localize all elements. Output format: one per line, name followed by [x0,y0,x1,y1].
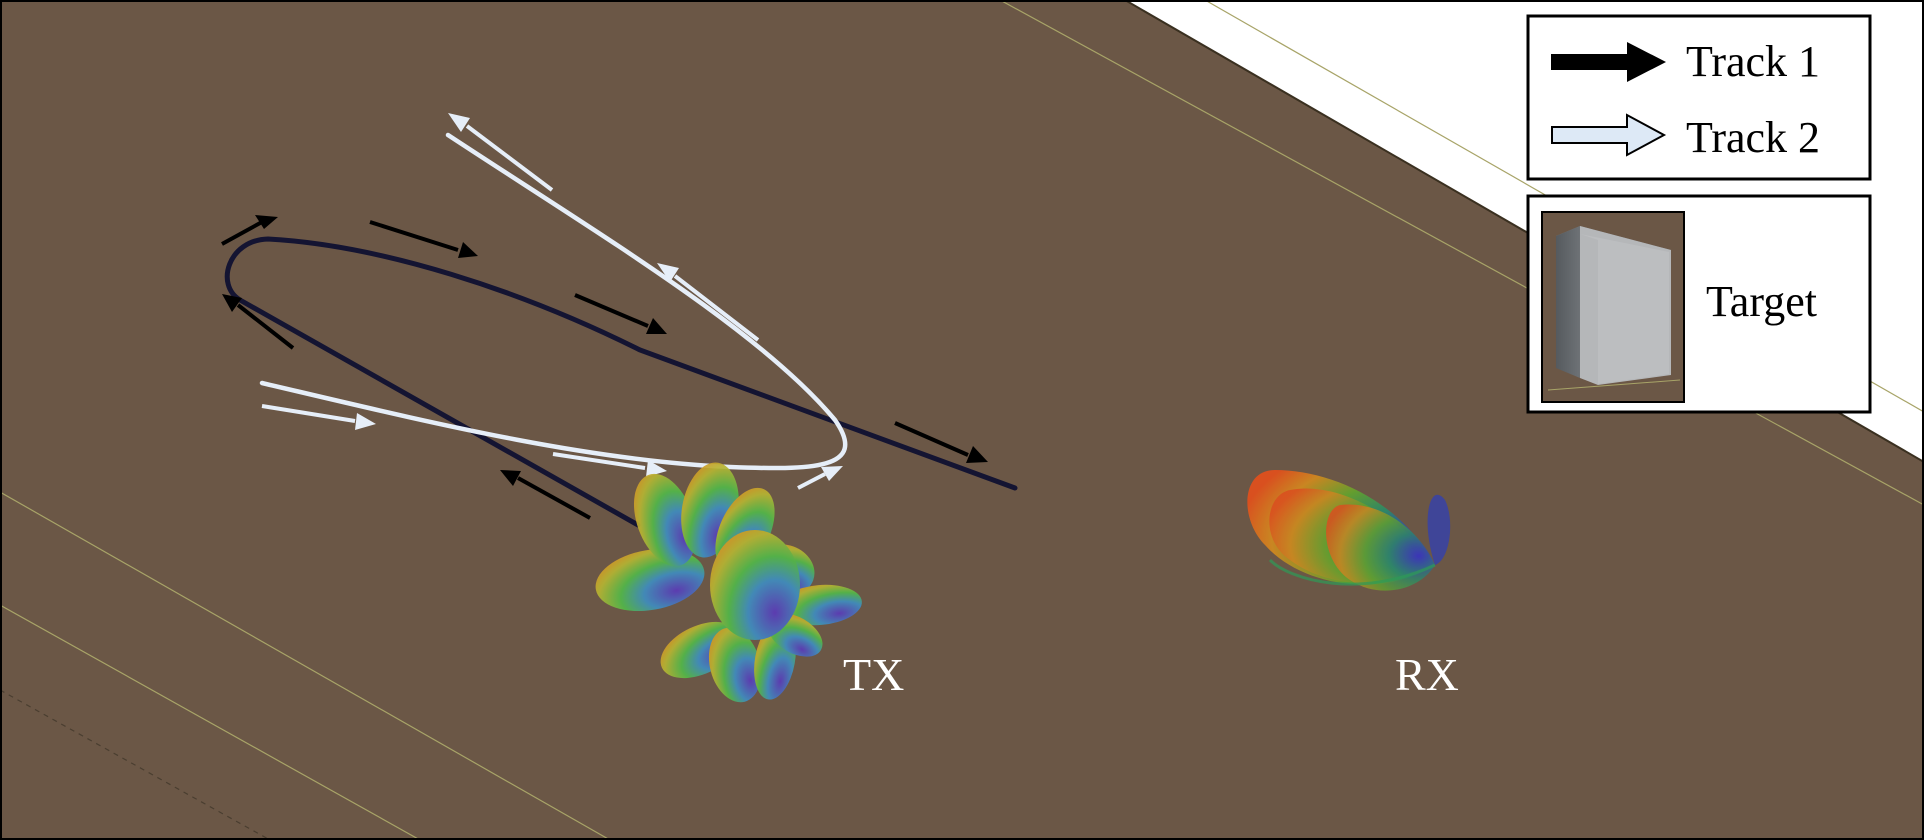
track-1-arrow [894,421,988,463]
legend-track-1-label: Track 1 [1686,37,1820,86]
track-2-path [259,132,848,471]
track-1-arrow [574,293,667,334]
track-1-path [224,236,1018,528]
light-blue-arrow-icon [1551,113,1667,157]
road-line [0,491,611,840]
track-2-arrow [448,113,554,192]
track-2-arrow [797,466,843,490]
legend-tracks-box: Track 1 Track 2 [1526,14,1872,181]
legend-target-box: Target [1526,194,1872,414]
legend-track-2-label: Track 2 [1686,113,1820,162]
legend-target-label: Target [1706,277,1817,326]
road-line [0,689,271,840]
track-1-arrow [222,294,295,350]
box-target-icon [1541,211,1685,403]
rx-radiation-pattern [1247,470,1451,591]
tx-label: TX [843,649,904,700]
road-line [0,604,421,840]
track-1-arrow [221,215,278,246]
road-line [999,0,1924,506]
track-1-arrow [369,220,478,258]
track-2-arrow [552,452,667,477]
tx-radiation-pattern [595,462,862,703]
track-1-arrow [500,470,591,520]
track-2-arrow [657,263,760,342]
rx-label: RX [1395,649,1459,700]
black-arrow-icon [1551,42,1666,82]
track-2-arrow [261,404,376,430]
